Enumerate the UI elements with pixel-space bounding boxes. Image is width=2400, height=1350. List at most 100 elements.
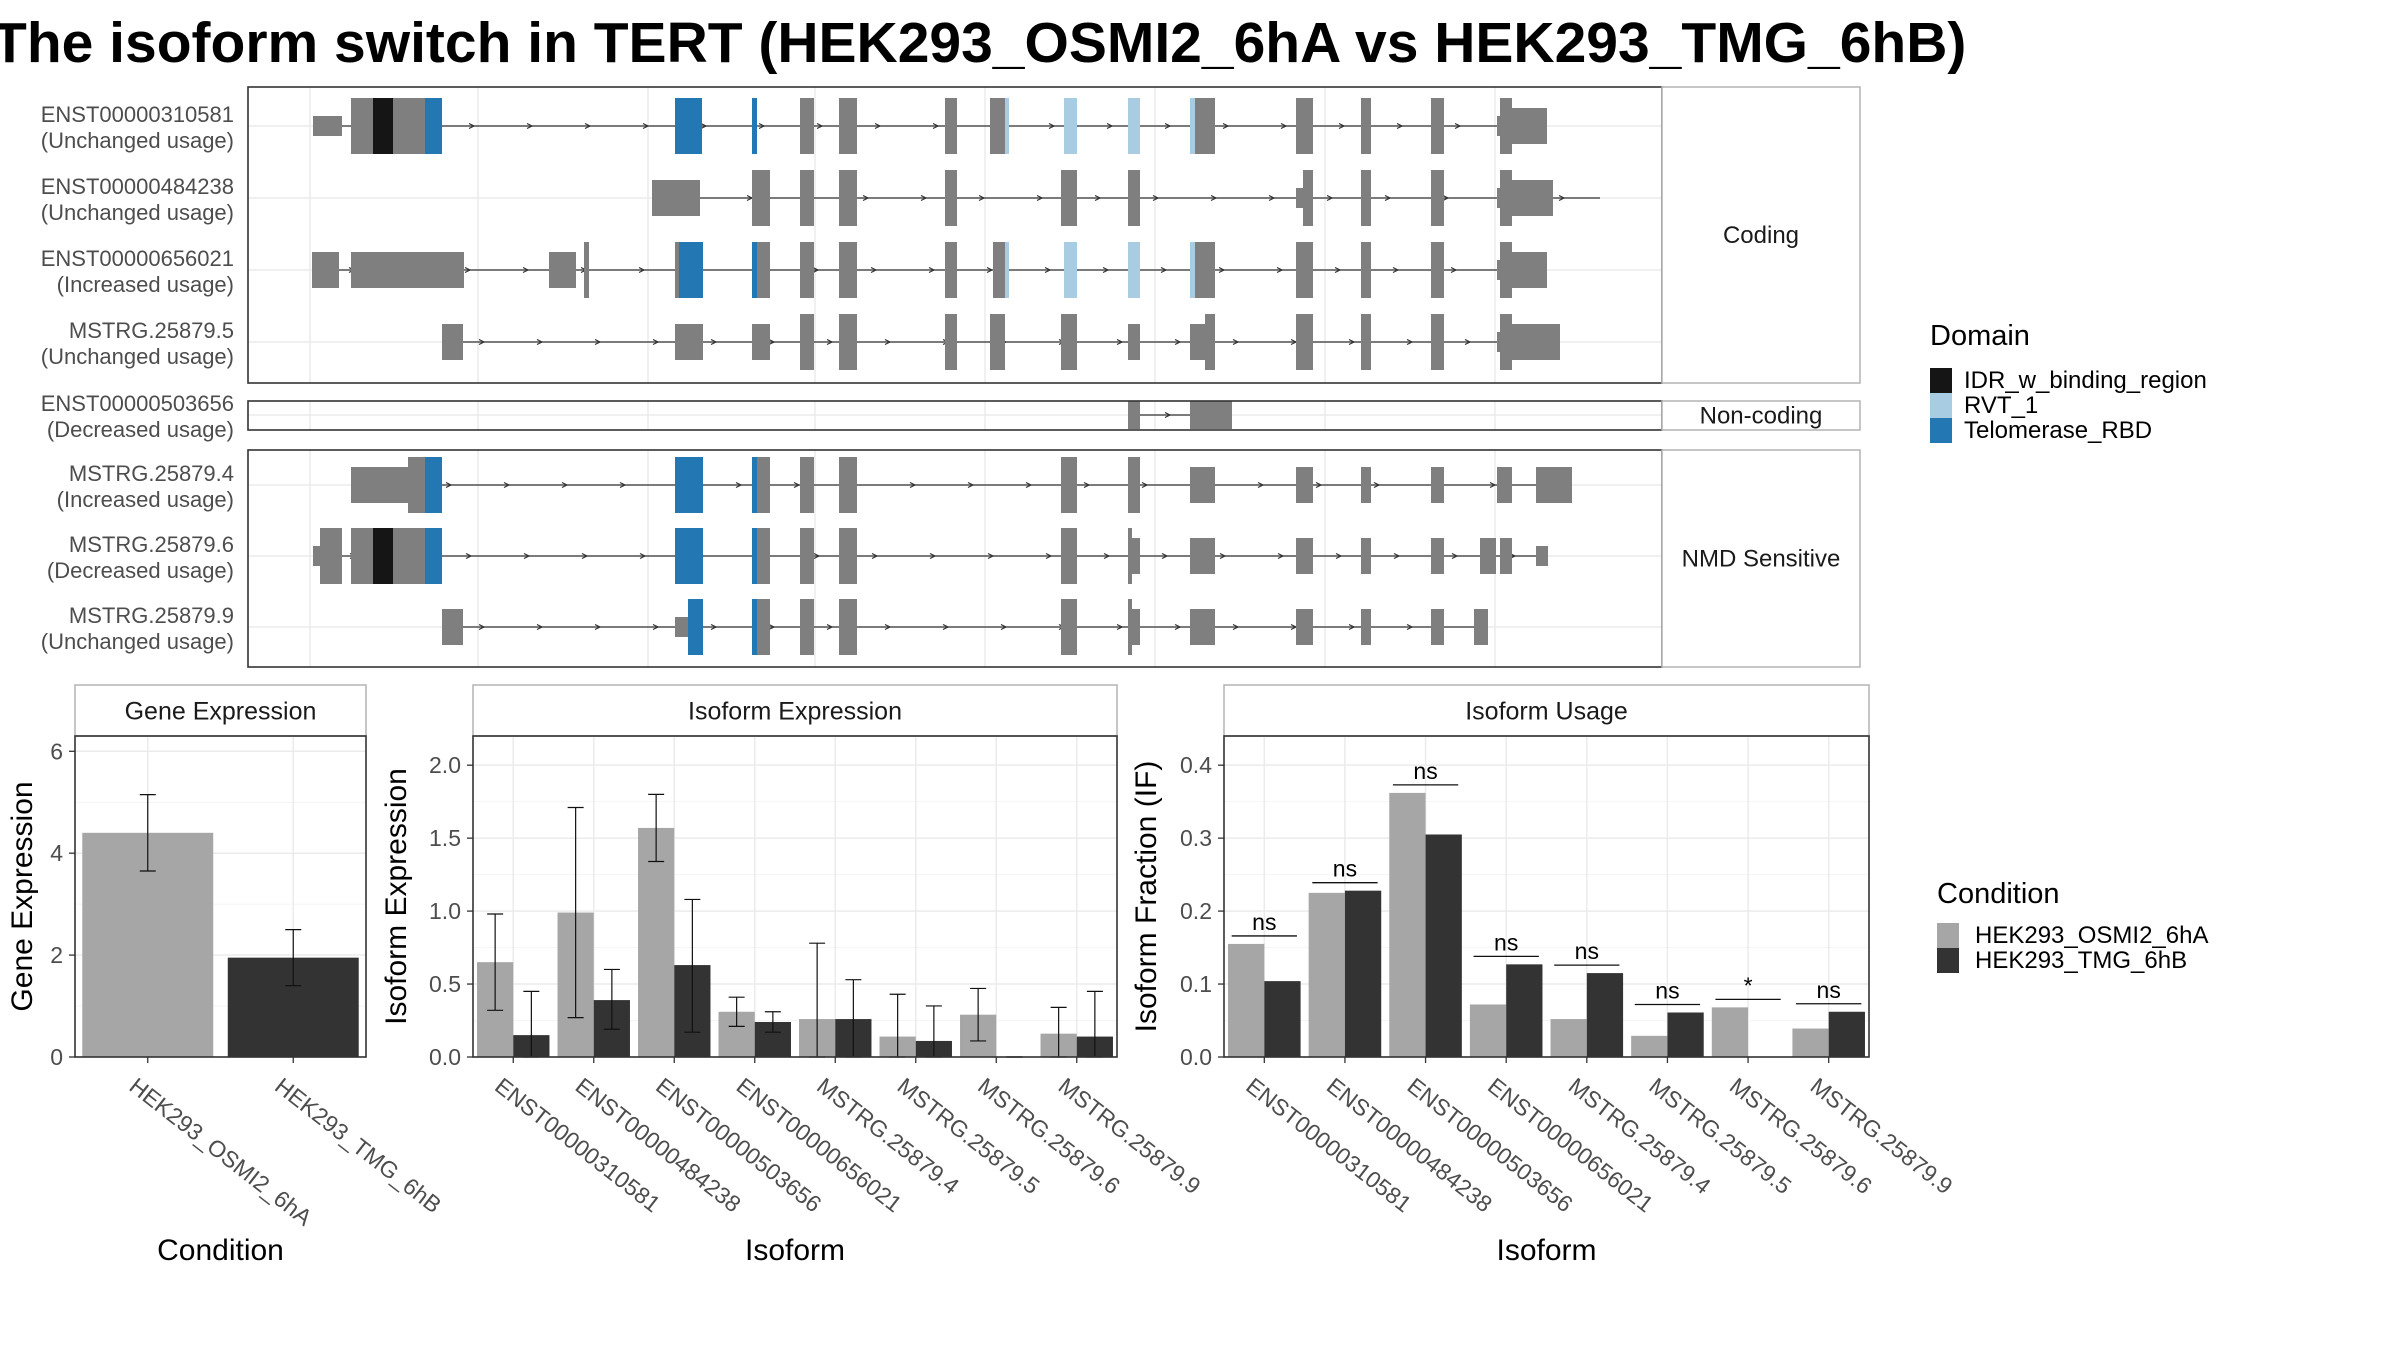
exon-block [442,609,463,645]
bar [1586,973,1624,1057]
transcript-mstrg-25879-6: MSTRG.25879.6(Decreased usage) [47,528,1548,584]
direction-arrow [1392,266,1400,274]
bar [1228,943,1265,1057]
bar [1389,792,1426,1057]
exon-block [990,314,1005,370]
direction-arrow [1558,194,1566,202]
bar [1425,834,1462,1057]
legend-label: IDR_w_binding_region [1964,367,2207,394]
exon-block [757,457,770,513]
tick-label: 0.4 [1180,752,1212,778]
direction-arrow [581,552,589,560]
exon-block [313,116,342,136]
bar [1631,1035,1668,1057]
exon-block [1431,242,1444,298]
direction-arrow [1268,194,1276,202]
exon-block [800,599,814,655]
exon-block [652,180,700,216]
bar-panels: Gene Expression0246HEK293_OSMI2_6hAHEK29… [6,684,1958,1267]
direction-arrow [1160,266,1168,274]
direction-arrow [700,122,708,130]
facet-strip [472,684,1118,737]
bar [1711,1007,1749,1057]
exon-block [584,242,589,298]
exon-block [1474,609,1488,645]
legend-swatch [1937,948,1959,973]
exon-block [1536,546,1548,566]
bar [1792,1028,1829,1057]
exon-block [990,98,1005,154]
exon-block [1512,180,1553,216]
direction-arrow [862,194,870,202]
direction-arrow [1116,338,1124,346]
panel-border [74,735,367,1058]
tick-label: 0.0 [1180,1044,1212,1070]
exon-block [839,599,857,655]
exon-block [800,170,814,226]
transcript-label: MSTRG.25879.5 [69,318,234,343]
facet-strip [1661,86,1861,384]
significance-label: ns [1252,909,1276,935]
exon-block [945,242,957,298]
exon-block [675,98,702,154]
exon-block [1128,242,1140,298]
exon-block [1128,457,1140,513]
legend-swatch [1930,393,1952,418]
exon-block [1500,242,1512,298]
direction-arrow [884,338,892,346]
transcript-label: MSTRG.25879.9 [69,603,234,628]
transcript-label: MSTRG.25879.6 [69,532,234,557]
direction-arrow [1348,623,1356,631]
transcript-enst00000484238: ENST00000484238(Unchanged usage) [41,170,1600,226]
exon-block [1128,98,1140,154]
exon-block [373,98,393,154]
exon-block [393,528,425,584]
exon-block [1296,242,1313,298]
direction-arrow [1451,552,1459,560]
direction-arrow [793,481,801,489]
direction-arrow [619,481,627,489]
exon-block [1497,467,1512,503]
direction-arrow [735,481,743,489]
facet-strip-label: Coding [1723,222,1799,249]
direction-arrow [1219,552,1227,560]
tick-label: MSTRG.25879.4 [812,1072,964,1199]
exon-block [1500,314,1512,370]
transcript-enst00000310581: ENST00000310581(Unchanged usage) [41,98,1547,154]
tick-label: MSTRG.25879.9 [1806,1072,1958,1199]
direction-arrow [1102,266,1110,274]
exon-block [675,528,703,584]
direction-arrow [1276,266,1284,274]
direction-arrow [1464,338,1472,346]
direction-arrow [1103,552,1111,560]
exon-block [675,457,703,513]
y-axis-title: Isoform Fraction (IF) [1130,761,1163,1033]
exon-block [425,528,442,584]
exon-block [945,98,957,154]
legend-swatch [1930,368,1952,393]
exon-block [1205,314,1215,370]
exon-block [1431,170,1444,226]
bar [1506,964,1543,1057]
direction-arrow [522,266,530,274]
panel-isoform-expression: Isoform Expression0.00.51.01.52.0ENST000… [380,684,1206,1267]
exon-block [752,324,770,360]
direction-arrow [1277,552,1285,560]
direction-arrow [1338,122,1346,130]
direction-arrow [967,481,975,489]
exon-block [757,528,770,584]
significance-label: ns [1817,977,1841,1003]
exon-block [752,170,770,226]
tick-label: 1.5 [429,825,461,851]
direction-arrow [932,122,940,130]
exon-block [675,324,703,360]
legend-label: HEK293_OSMI2_6hA [1975,922,2208,949]
direction-arrow [1315,481,1323,489]
direction-arrow [478,338,486,346]
bar [1828,1011,1865,1057]
tick-label: 0.1 [1180,971,1212,997]
exon-block [1303,170,1313,226]
transcript-structure-panel: ENST00000310581(Unchanged usage) ENST0000… [41,86,1861,668]
direction-arrow [1174,623,1182,631]
direction-arrow [987,552,995,560]
